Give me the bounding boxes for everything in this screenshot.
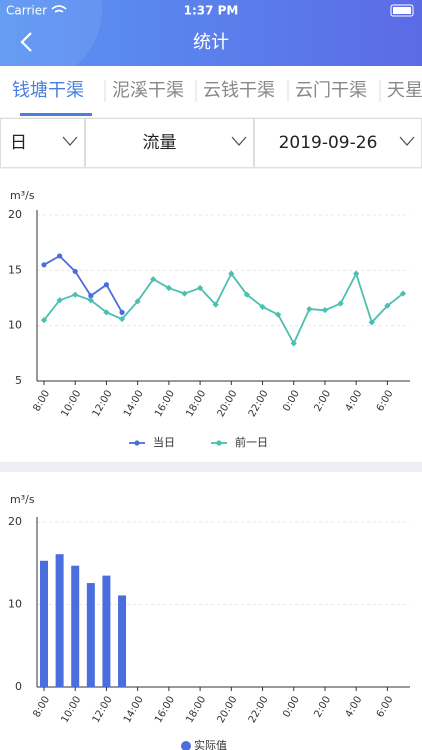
data-point [353, 270, 360, 277]
data-point [72, 291, 79, 298]
data-point [321, 307, 329, 314]
data-point [57, 253, 63, 259]
tab[interactable]: 泥溪干渠 [112, 80, 184, 101]
data-point [72, 268, 78, 275]
tab-bar: 钱塘干渠 泥溪干渠 云钱干渠 云门干渠 天星 [12, 80, 422, 116]
data-point [41, 262, 47, 268]
x-tick-label: 14:00 [122, 389, 146, 419]
battery-level [393, 7, 411, 14]
legend-label: 实际值 [194, 738, 227, 750]
tab[interactable]: 钱塘干渠 [12, 80, 84, 101]
x-tick-label: 12:00 [91, 695, 115, 725]
tab[interactable]: 天星 [387, 80, 422, 101]
data-point [384, 302, 391, 309]
data-point [368, 319, 375, 326]
bar [55, 554, 64, 687]
data-point [290, 340, 297, 347]
x-tick-label: 18:00 [184, 389, 208, 419]
x-tick-label: 16:00 [153, 389, 177, 419]
data-point [306, 305, 313, 313]
bar [71, 565, 80, 687]
x-tick-label: 2:00 [312, 389, 333, 414]
y-tick-label: 10 [8, 319, 22, 332]
x-tick-label: 12:00 [91, 389, 115, 419]
x-tick-label: 0:00 [281, 695, 302, 720]
y-tick-label: 0 [15, 680, 22, 693]
x-tick-label: 6:00 [375, 389, 396, 414]
legend-swatch [134, 440, 140, 446]
legend-swatch [181, 741, 191, 750]
x-tick-label: 4:00 [344, 389, 365, 414]
series-line [43, 271, 404, 346]
x-tick-label: 10:00 [59, 695, 83, 725]
y-tick-label: 20 [8, 515, 22, 528]
chevron [62, 136, 78, 146]
x-tick-label: 0:00 [281, 389, 302, 414]
dropdown-label: 流量 [143, 133, 177, 153]
bar [102, 575, 111, 687]
x-tick-label: 10:00 [59, 389, 83, 419]
y-tick-label: 5 [15, 374, 22, 387]
back-button[interactable] [20, 32, 32, 52]
x-tick-label: 8:00 [31, 695, 52, 720]
header-decor [0, 0, 102, 82]
carrier: Carrier [6, 4, 47, 18]
tab[interactable]: 云门干渠 [295, 80, 367, 101]
x-tick-label: 2:00 [312, 695, 333, 720]
x-tick-label: 8:00 [31, 389, 52, 414]
dropdown[interactable] [0, 118, 85, 168]
bar [118, 595, 127, 687]
y-tick-label: 10 [8, 598, 22, 611]
data-point [119, 309, 125, 315]
x-tick-label: 14:00 [122, 695, 146, 725]
filter-bar: 日 流量 2019-09-26 [0, 118, 422, 168]
chevron [399, 136, 415, 146]
data-point [103, 282, 110, 288]
x-tick-label: 20:00 [216, 695, 240, 725]
chevron [231, 136, 247, 146]
series-line [43, 254, 123, 313]
data-point [337, 300, 344, 307]
x-tick-label: 16:00 [153, 695, 177, 725]
data-point [275, 311, 282, 318]
clock: 1:37 PM [184, 4, 239, 18]
tab-indicator [20, 113, 92, 116]
data-point [88, 293, 94, 299]
tab[interactable]: 云钱干渠 [203, 80, 275, 101]
x-tick-label: 22:00 [247, 695, 271, 725]
data-point [259, 303, 266, 310]
section-separator [0, 462, 422, 472]
dropdown-label: 日 [10, 133, 27, 153]
legend-label: 当日 [153, 435, 175, 449]
dropdown-label: 2019-09-26 [279, 133, 378, 153]
x-tick-label: 20:00 [216, 389, 240, 419]
x-tick-label: 6:00 [375, 695, 396, 720]
dropdown[interactable] [85, 118, 254, 168]
bar [40, 560, 48, 687]
y-tick-label: 15 [8, 263, 22, 276]
header-bg [0, 0, 422, 66]
data-point [181, 290, 188, 297]
wifi-icon [51, 5, 67, 13]
page-title: 统计 [193, 32, 229, 53]
bar [86, 583, 95, 687]
x-tick-label: 4:00 [344, 695, 365, 720]
legend-swatch [216, 440, 222, 446]
data-point [399, 290, 407, 297]
y-tick-label: 20 [8, 208, 22, 221]
legend-label: 前一日 [235, 435, 268, 449]
axis-unit: m³/s [10, 189, 35, 202]
x-tick-label: 22:00 [247, 389, 271, 419]
battery [390, 4, 414, 17]
x-tick-label: 18:00 [184, 695, 208, 725]
axis-unit: m³/s [10, 493, 35, 506]
